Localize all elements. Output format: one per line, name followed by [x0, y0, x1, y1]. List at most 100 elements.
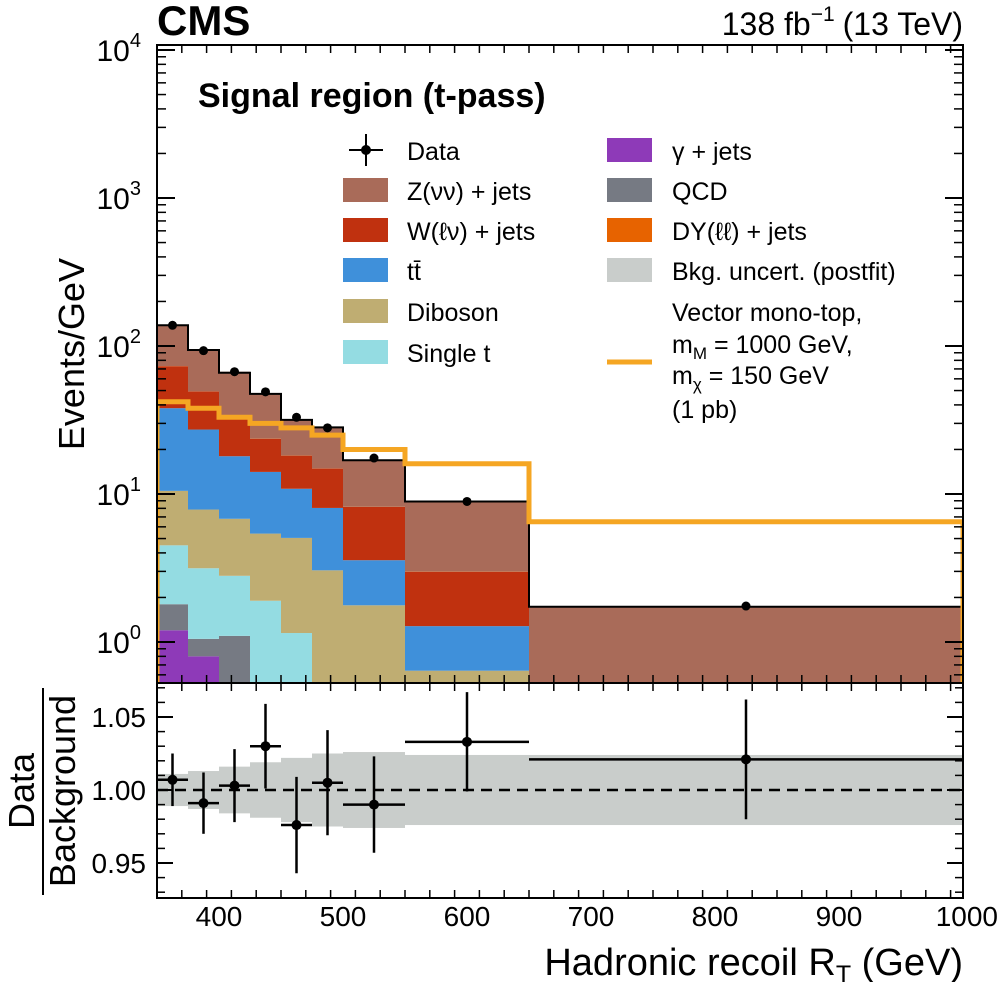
data-point	[199, 346, 208, 355]
stack-bar	[529, 691, 963, 692]
legend-signal-symbol: m	[672, 331, 693, 359]
legend-swatch	[343, 178, 388, 202]
legend-label: tt̄	[407, 258, 421, 286]
legend-label: Diboson	[407, 299, 499, 327]
ratio-marker	[261, 741, 271, 751]
y-tick-label: 103	[97, 178, 142, 216]
legend-signal-label: mM = 1000 GeV,	[672, 331, 853, 363]
y-tick-exponent: 0	[130, 622, 141, 644]
stack-bar	[281, 456, 312, 489]
legend-signal-label: (1 pb)	[672, 396, 737, 424]
y-tick-base: 10	[97, 183, 130, 216]
stack-bar	[312, 570, 343, 693]
legend-label: Bkg. uncert. (postfit)	[672, 258, 896, 286]
stack-bar	[343, 560, 405, 605]
stack-bar	[250, 534, 281, 601]
stack-bar	[219, 576, 250, 636]
y-tick-exponent: 2	[130, 326, 141, 348]
ratio-y-tick-label: 1.05	[92, 702, 147, 733]
data-point	[292, 413, 301, 422]
data-point	[168, 321, 177, 330]
legend-signal-subscript: χ	[693, 375, 702, 394]
legend-swatch	[343, 258, 388, 282]
luminosity-label: 138 fb−1(13 TeV)	[722, 3, 963, 42]
stack-bar	[281, 538, 312, 633]
y-tick-base: 10	[97, 627, 130, 660]
ratio-marker	[323, 778, 333, 788]
legend-signal-symbol: m	[672, 362, 693, 390]
x-tick-label: 800	[692, 901, 739, 932]
ratio-y-label: Data Background	[1, 688, 83, 895]
stack-bar	[219, 456, 250, 519]
x-tick-label: 900	[816, 901, 863, 932]
x-tick-label: 500	[320, 901, 367, 932]
stack-bar	[312, 508, 343, 570]
legend-signal-label: mχ = 150 GeV	[672, 362, 829, 394]
x-axis-label-subscript: T	[836, 961, 851, 982]
stack-bar	[188, 568, 219, 639]
legend-swatch	[343, 218, 388, 242]
legend-swatch	[607, 138, 652, 162]
ratio-marker	[741, 754, 751, 764]
stack-bar	[405, 626, 529, 671]
stack-bar	[405, 572, 529, 626]
stack-bar	[405, 849, 529, 867]
stack-bar	[157, 491, 188, 545]
y-tick-base: 10	[97, 479, 130, 512]
stack-bar	[405, 502, 529, 572]
x-tick-label: 700	[568, 901, 615, 932]
stack-bar	[219, 417, 250, 456]
stack-bar	[219, 519, 250, 576]
lumi-exponent: −1	[811, 3, 835, 26]
data-point	[261, 387, 270, 396]
stack-bar	[250, 472, 281, 534]
ratio-marker	[168, 775, 178, 785]
ratio-y-label-numerator: Data	[1, 752, 42, 829]
x-axis-label-unit: (GeV)	[851, 942, 963, 982]
stack-bar	[312, 469, 343, 508]
data-point	[370, 454, 379, 463]
x-axis-label: Hadronic recoil RT (GeV)	[544, 942, 963, 982]
stack-bar	[343, 605, 405, 726]
y-tick-label: 104	[97, 30, 142, 68]
y-tick-exponent: 4	[130, 30, 141, 52]
stack-bar	[157, 545, 188, 604]
lumi-energy: (13 TeV)	[843, 6, 963, 42]
stack-bar	[188, 639, 219, 656]
stack-bar	[281, 489, 312, 538]
ratio-y-tick-label: 1.00	[92, 775, 147, 806]
ratio-marker	[369, 800, 379, 810]
stack-bar	[529, 606, 963, 690]
experiment-label: CMS	[157, 0, 250, 44]
ratio-plot-content	[157, 692, 963, 873]
main-plot-content	[157, 321, 963, 938]
stack-bar	[188, 510, 219, 569]
legend-label: QCD	[672, 178, 728, 206]
x-axis-label-main: Hadronic recoil R	[544, 942, 835, 982]
ratio-y-tick-label: 0.95	[92, 848, 147, 879]
stack-bar	[250, 601, 281, 687]
y-tick-base: 10	[97, 331, 130, 364]
region-title: Signal region (t-pass)	[198, 77, 546, 115]
legend-swatch	[607, 258, 652, 282]
legend-signal-value: = 1000 GeV,	[707, 331, 853, 359]
y-tick-label: 101	[97, 474, 142, 512]
x-tick-label: 400	[196, 901, 243, 932]
stack-bar	[188, 656, 219, 693]
legend-label: Single t	[407, 340, 490, 368]
ratio-marker	[462, 737, 472, 747]
stack-bar	[188, 350, 219, 391]
legend-label: W(ℓν) + jets	[407, 218, 535, 246]
stack-bar	[157, 604, 188, 630]
y-tick-base: 10	[97, 35, 130, 68]
stack-bar	[343, 507, 405, 560]
legend-swatch	[607, 178, 652, 202]
y-tick-exponent: 1	[130, 474, 141, 496]
legend-swatch	[607, 218, 652, 242]
ratio-y-label-denominator: Background	[42, 695, 83, 887]
stack-bar	[188, 430, 219, 510]
legend-label: Z(νν) + jets	[407, 178, 531, 206]
